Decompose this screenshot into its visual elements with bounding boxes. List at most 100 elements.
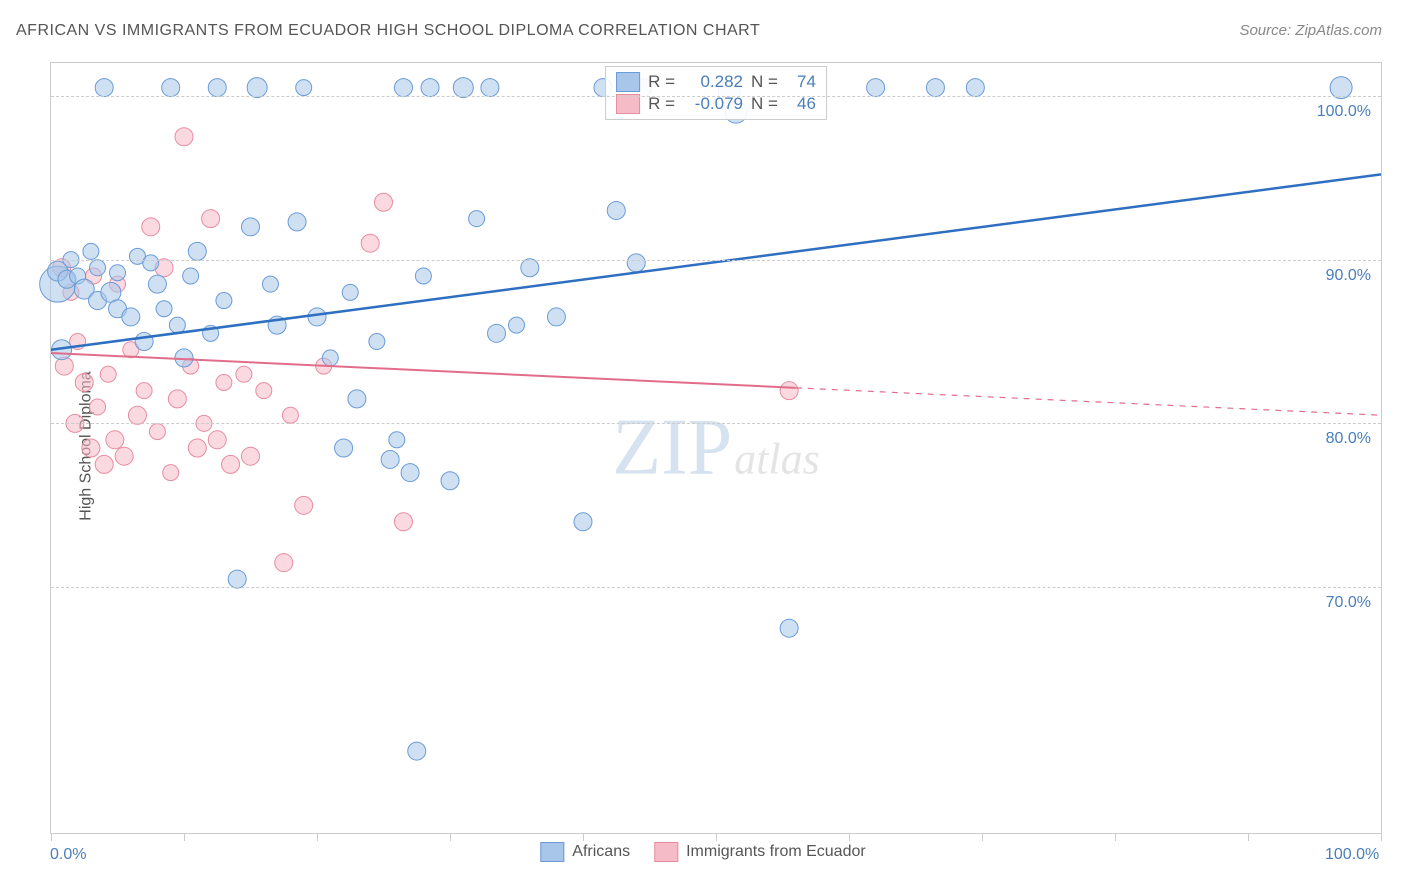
- stat-n-value: 46: [786, 94, 816, 114]
- africans-point: [394, 79, 412, 97]
- africans-point: [521, 259, 539, 277]
- africans-point: [401, 464, 419, 482]
- africans-point: [322, 350, 338, 366]
- ecuador-point: [136, 383, 152, 399]
- y-tick-label: 80.0%: [1326, 430, 1371, 448]
- x-tick: [317, 833, 318, 841]
- source-label: Source: ZipAtlas.com: [1239, 22, 1382, 39]
- africans-point: [408, 742, 426, 760]
- ecuador-point: [394, 513, 412, 531]
- gridline: [51, 96, 1381, 97]
- africans-point: [110, 265, 126, 281]
- africans-point: [867, 79, 885, 97]
- africans-point: [389, 432, 405, 448]
- africans-point: [381, 450, 399, 468]
- ecuador-point: [149, 424, 165, 440]
- africans-point: [156, 301, 172, 317]
- ecuador-point: [128, 406, 146, 424]
- ecuador-point: [202, 210, 220, 228]
- gridline: [51, 423, 1381, 424]
- y-tick-label: 70.0%: [1326, 594, 1371, 612]
- africans-point: [421, 79, 439, 97]
- ecuador-trendline: [51, 353, 796, 388]
- ecuador-point: [115, 447, 133, 465]
- ecuador-point: [242, 447, 260, 465]
- africans-point: [296, 80, 312, 96]
- legend-label: Immigrants from Ecuador: [686, 843, 866, 861]
- chart-svg: [51, 63, 1381, 833]
- africans-point: [966, 79, 984, 97]
- africans-point: [122, 308, 140, 326]
- africans-point: [335, 439, 353, 457]
- stat-r-value: 0.282: [683, 72, 743, 92]
- x-tick: [1115, 833, 1116, 841]
- ecuador-point: [295, 496, 313, 514]
- stat-n-value: 74: [786, 72, 816, 92]
- africans-point: [143, 255, 159, 271]
- legend-swatch: [616, 72, 640, 92]
- africans-point: [148, 275, 166, 293]
- bottom-legend: Africans Immigrants from Ecuador: [540, 842, 865, 862]
- x-tick: [716, 833, 717, 841]
- stat-n-label: N =: [751, 72, 778, 92]
- africans-point: [169, 317, 185, 333]
- plot-area: ZIP atlas R =0.282N =74R =-0.079N =46 70…: [50, 62, 1382, 834]
- stat-r-label: R =: [648, 72, 675, 92]
- africans-point: [247, 78, 267, 98]
- ecuador-point: [375, 193, 393, 211]
- ecuador-trendline-dashed: [796, 388, 1381, 415]
- africans-point: [308, 308, 326, 326]
- africans-point: [488, 324, 506, 342]
- gridline: [51, 587, 1381, 588]
- legend-swatch: [540, 842, 564, 862]
- ecuador-point: [82, 439, 100, 457]
- x-tick: [583, 833, 584, 841]
- chart-title: AFRICAN VS IMMIGRANTS FROM ECUADOR HIGH …: [16, 22, 760, 40]
- africans-point: [188, 242, 206, 260]
- africans-point: [288, 213, 306, 231]
- africans-point: [607, 201, 625, 219]
- africans-point: [262, 276, 278, 292]
- ecuador-point: [188, 439, 206, 457]
- africans-point: [83, 243, 99, 259]
- africans-point: [95, 79, 113, 97]
- ecuador-point: [236, 366, 252, 382]
- africans-point: [441, 472, 459, 490]
- ecuador-point: [216, 374, 232, 390]
- legend-swatch: [616, 94, 640, 114]
- ecuador-point: [90, 399, 106, 415]
- ecuador-point: [75, 373, 93, 391]
- stat-n-label: N =: [751, 94, 778, 114]
- stats-row: R = 0.282 N = 74: [616, 71, 816, 93]
- x-tick: [450, 833, 451, 841]
- ecuador-point: [175, 128, 193, 146]
- africans-point: [453, 78, 473, 98]
- ecuador-point: [208, 431, 226, 449]
- stats-box: R = 0.282 N = 74R = -0.079 N = 46: [605, 66, 827, 120]
- ecuador-point: [142, 218, 160, 236]
- stat-r-value: -0.079: [683, 94, 743, 114]
- africans-point: [369, 334, 385, 350]
- ecuador-point: [275, 554, 293, 572]
- legend-swatch: [654, 842, 678, 862]
- x-tick-label: 100.0%: [1325, 846, 1379, 864]
- africans-trendline: [51, 174, 1381, 349]
- africans-point: [574, 513, 592, 531]
- africans-point: [509, 317, 525, 333]
- ecuador-point: [168, 390, 186, 408]
- x-tick: [1381, 833, 1382, 841]
- legend-label: Africans: [572, 843, 630, 861]
- africans-point: [208, 79, 226, 97]
- ecuador-point: [100, 366, 116, 382]
- africans-point: [627, 254, 645, 272]
- x-tick: [1248, 833, 1249, 841]
- ecuador-point: [361, 234, 379, 252]
- africans-point: [926, 79, 944, 97]
- x-tick: [51, 833, 52, 841]
- chart-container: AFRICAN VS IMMIGRANTS FROM ECUADOR HIGH …: [0, 0, 1406, 892]
- y-tick-label: 100.0%: [1317, 103, 1371, 121]
- x-tick-label: 0.0%: [50, 846, 86, 864]
- legend-item: Africans: [540, 842, 630, 862]
- y-tick-label: 90.0%: [1326, 267, 1371, 285]
- africans-point: [183, 268, 199, 284]
